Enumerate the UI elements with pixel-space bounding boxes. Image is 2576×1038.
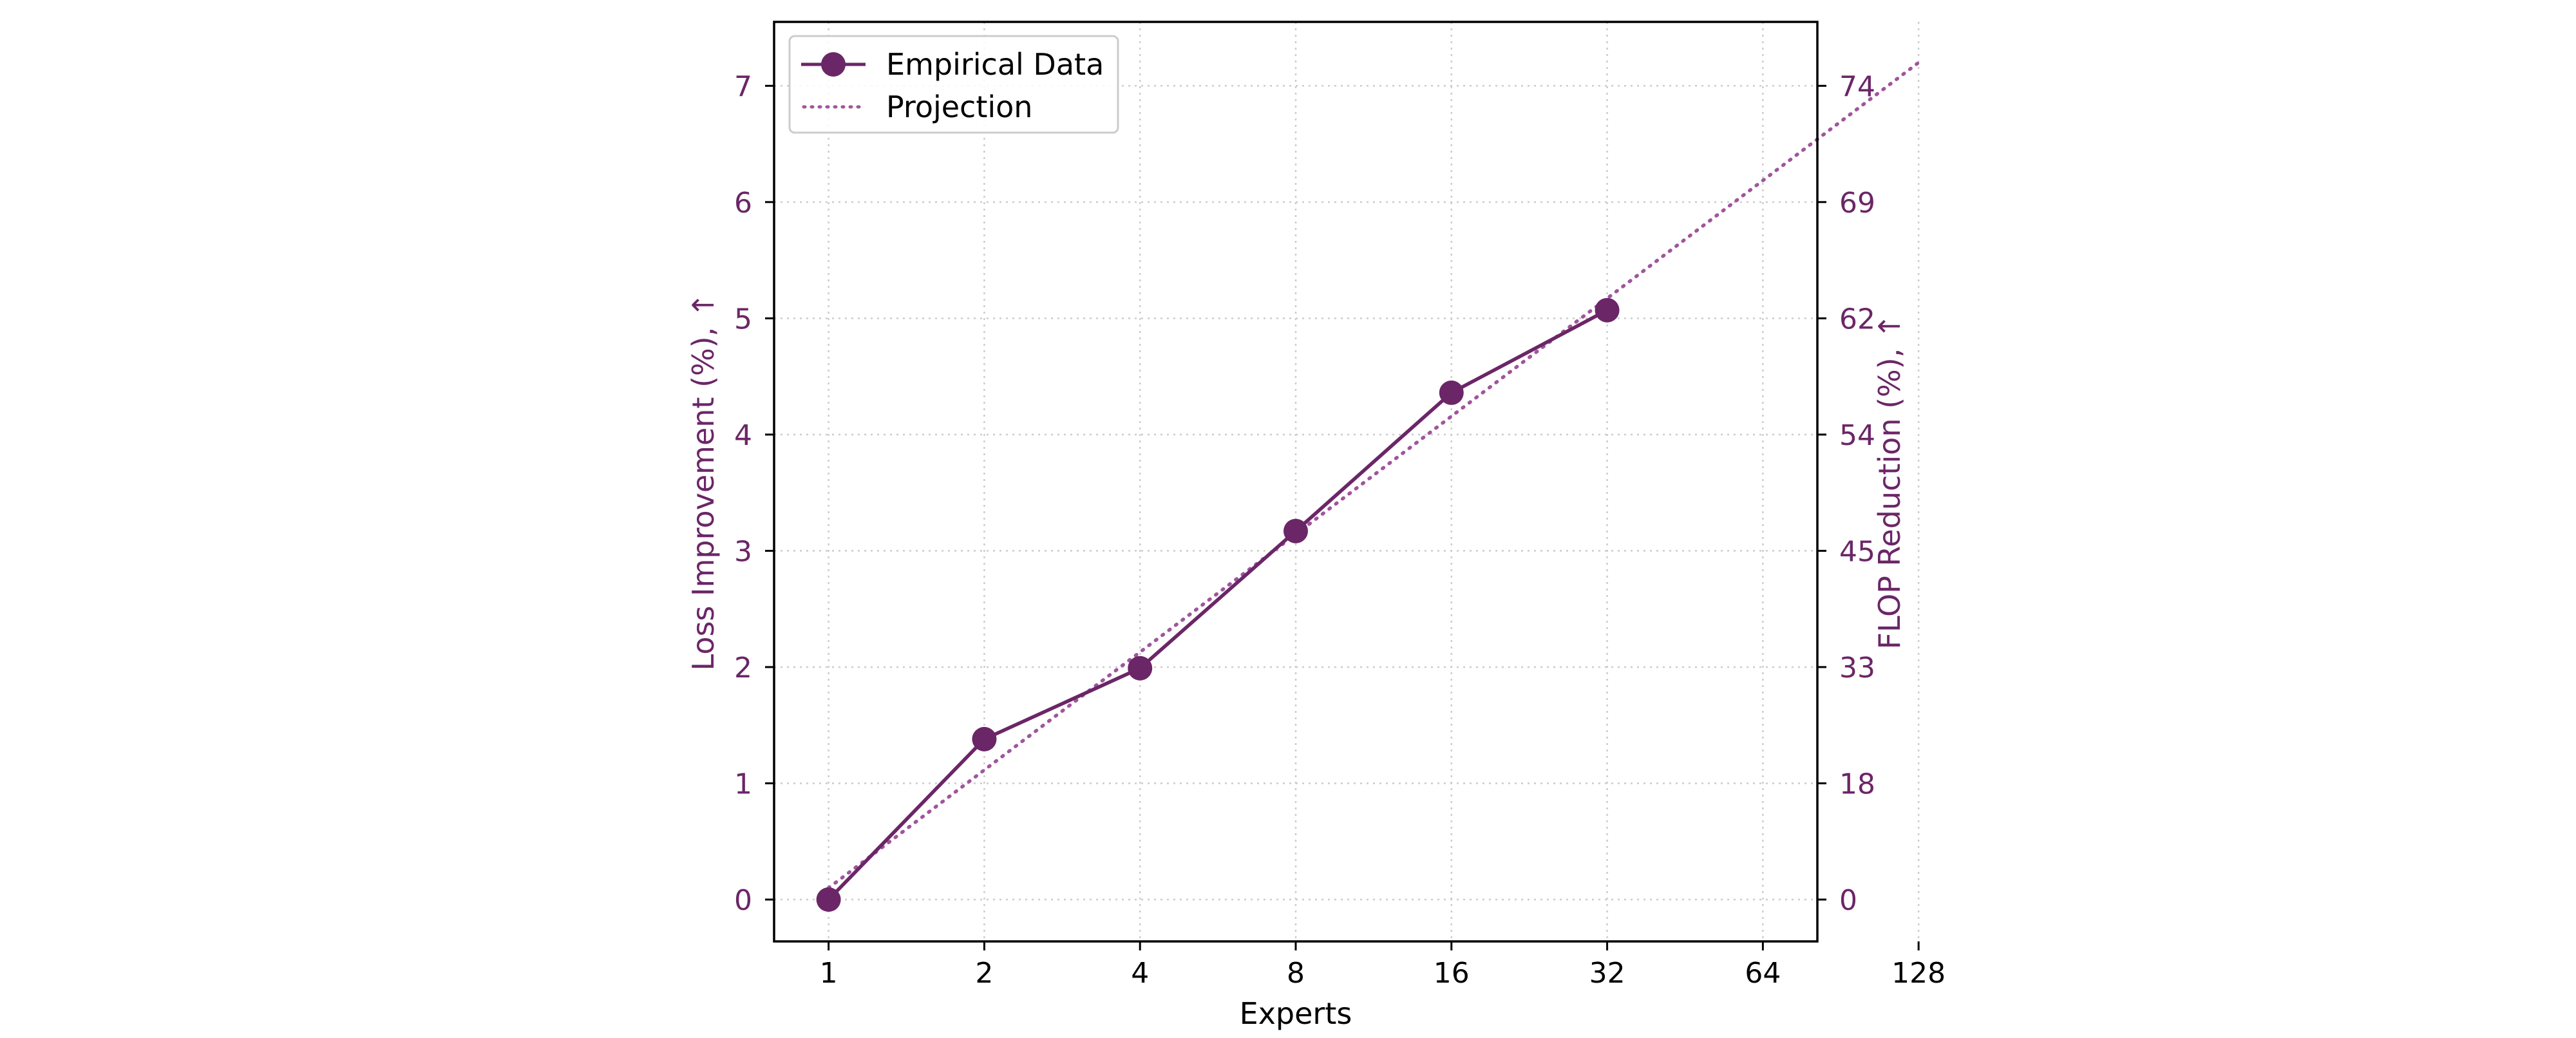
x-tick-label: 128 xyxy=(1891,957,1946,990)
grid xyxy=(774,22,1920,941)
legend: Empirical Data Projection xyxy=(788,35,1119,134)
left-y-tick-label: 7 xyxy=(734,70,752,103)
right-y-tick-label: 69 xyxy=(1839,187,1875,220)
left-y-axis-title: Loss Improvement (%), ↑ xyxy=(686,293,721,671)
left-y-tick-label: 1 xyxy=(734,768,752,800)
x-tick-label: 64 xyxy=(1745,957,1781,990)
left-y-tick-label: 6 xyxy=(734,187,752,220)
left-y-tick-label: 3 xyxy=(734,535,752,568)
empirical-data-point xyxy=(1128,656,1153,681)
right-y-tick-label: 18 xyxy=(1839,768,1875,800)
empirical-data-point xyxy=(816,887,841,912)
x-tick-label: 16 xyxy=(1434,957,1470,990)
projection-line xyxy=(826,61,1920,890)
legend-projection-label: Projection xyxy=(886,90,1032,124)
left-y-axis-ticks: 0 1 2 3 4 5 6 7 xyxy=(734,70,774,917)
plot-frame xyxy=(773,21,1819,943)
legend-empirical-marker xyxy=(821,52,846,77)
left-y-tick-label: 5 xyxy=(734,303,752,335)
empirical-data-point xyxy=(1283,518,1308,543)
x-tick-label: 8 xyxy=(1287,957,1305,990)
right-y-tick-label: 33 xyxy=(1839,652,1875,684)
right-y-tick-label: 0 xyxy=(1839,884,1857,917)
empirical-series xyxy=(816,297,1620,912)
x-tick-label: 32 xyxy=(1589,957,1625,990)
empirical-data-point xyxy=(1595,297,1620,323)
right-y-tick-label: 45 xyxy=(1839,535,1875,568)
empirical-line xyxy=(827,308,1608,901)
right-y-tick-label: 62 xyxy=(1839,303,1875,335)
x-axis-title: Experts xyxy=(1240,996,1352,1031)
empirical-data-point xyxy=(1439,380,1464,405)
projection-series xyxy=(826,61,1920,890)
legend-box xyxy=(788,35,1119,134)
left-y-tick-label: 4 xyxy=(734,419,752,452)
right-y-tick-label: 54 xyxy=(1839,419,1875,452)
x-axis-ticks: 1 2 4 8 16 32 64 128 xyxy=(820,941,1946,990)
left-y-tick-label: 0 xyxy=(734,884,752,917)
empirical-data-point xyxy=(972,726,997,751)
right-y-axis-title: FLOP Reduction (%), ↑ xyxy=(1872,314,1907,650)
right-y-axis-ticks: 0 18 33 45 54 62 69 74 xyxy=(1817,70,1875,917)
legend-empirical-label: Empirical Data xyxy=(886,47,1104,82)
x-tick-label: 2 xyxy=(975,957,993,990)
x-tick-label: 1 xyxy=(820,957,838,990)
x-tick-label: 4 xyxy=(1131,957,1149,990)
left-y-tick-label: 2 xyxy=(734,652,752,684)
right-y-tick-label: 74 xyxy=(1839,70,1875,103)
